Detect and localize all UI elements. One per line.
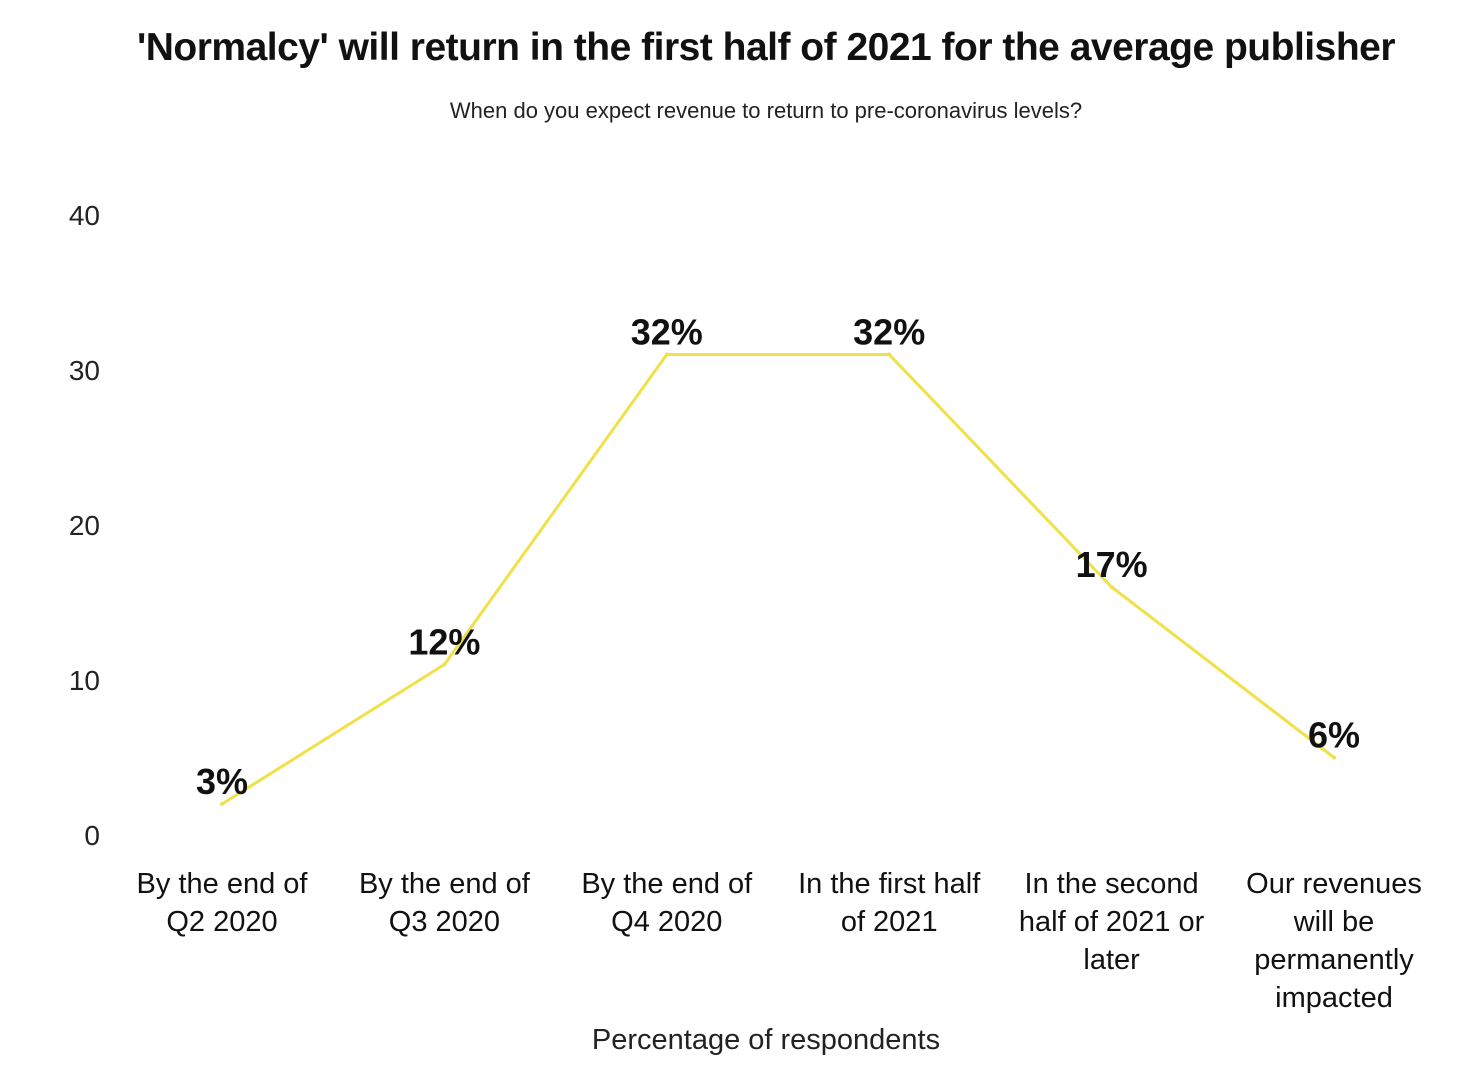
x-tick-label-line: will be [1293, 906, 1375, 938]
x-tick-label-line: Q4 2020 [611, 906, 722, 938]
x-tick-label-line: Our revenues [1246, 868, 1422, 900]
x-tick-label: By the end of Q2 2020 [137, 868, 309, 938]
x-tick-label-line: Q2 2020 [166, 906, 277, 938]
data-label: 17% [1076, 544, 1148, 585]
x-tick-label-line: In the second [1025, 868, 1199, 900]
x-tick-label-line: By the end of [581, 868, 753, 900]
data-point [442, 662, 447, 667]
data-label: 12% [408, 622, 480, 663]
x-tick-label-line: half of 2021 or [1019, 906, 1205, 938]
x-tick-label-line: of 2021 [841, 906, 938, 938]
data-point [887, 352, 892, 357]
data-label: 32% [853, 312, 925, 353]
data-point [664, 352, 669, 357]
y-tick-label: 0 [84, 820, 100, 851]
x-tick-label-line: later [1083, 944, 1140, 976]
x-tick-label-line: By the end of [359, 868, 531, 900]
chart-subtitle: When do you expect revenue to return to … [449, 98, 1083, 123]
x-tick-label: By the end of Q3 2020 [359, 868, 531, 938]
x-tick-label-line: In the first half [798, 868, 981, 900]
x-tick-label-line: Q3 2020 [389, 906, 500, 938]
x-tick-label-line: permanently [1254, 944, 1414, 976]
x-tick-label: By the end of Q4 2020 [581, 868, 753, 938]
data-point [1109, 585, 1114, 589]
x-tick-label: In the first half of 2021 [798, 868, 981, 938]
data-label: 32% [631, 312, 703, 353]
x-axis: By the end of Q2 2020 By the end of Q3 2020… [137, 868, 1422, 1014]
x-tick-label: In the second half of 2021 or later [1019, 868, 1205, 976]
data-point [1332, 755, 1336, 760]
x-tick-label-line: impacted [1275, 982, 1393, 1014]
chart-title: 'Normalcy' will return in the first half… [136, 26, 1396, 69]
y-tick-label: 40 [69, 200, 100, 231]
x-tick-label: Our revenues will be permanently impacted [1246, 868, 1422, 1014]
y-tick-label: 20 [69, 510, 100, 541]
series-line [220, 353, 1336, 806]
y-axis: 0 10 20 30 40 [69, 200, 100, 851]
data-point [220, 802, 224, 806]
x-axis-title: Percentage of respondents [591, 1024, 941, 1056]
chart-header: 'Normalcy' will return in the first half… [0, 0, 1472, 140]
data-label: 6% [1308, 715, 1360, 756]
data-label: 3% [196, 761, 248, 802]
y-tick-label: 10 [69, 665, 100, 696]
x-tick-label-line: By the end of [137, 868, 309, 900]
y-tick-label: 30 [69, 355, 100, 386]
